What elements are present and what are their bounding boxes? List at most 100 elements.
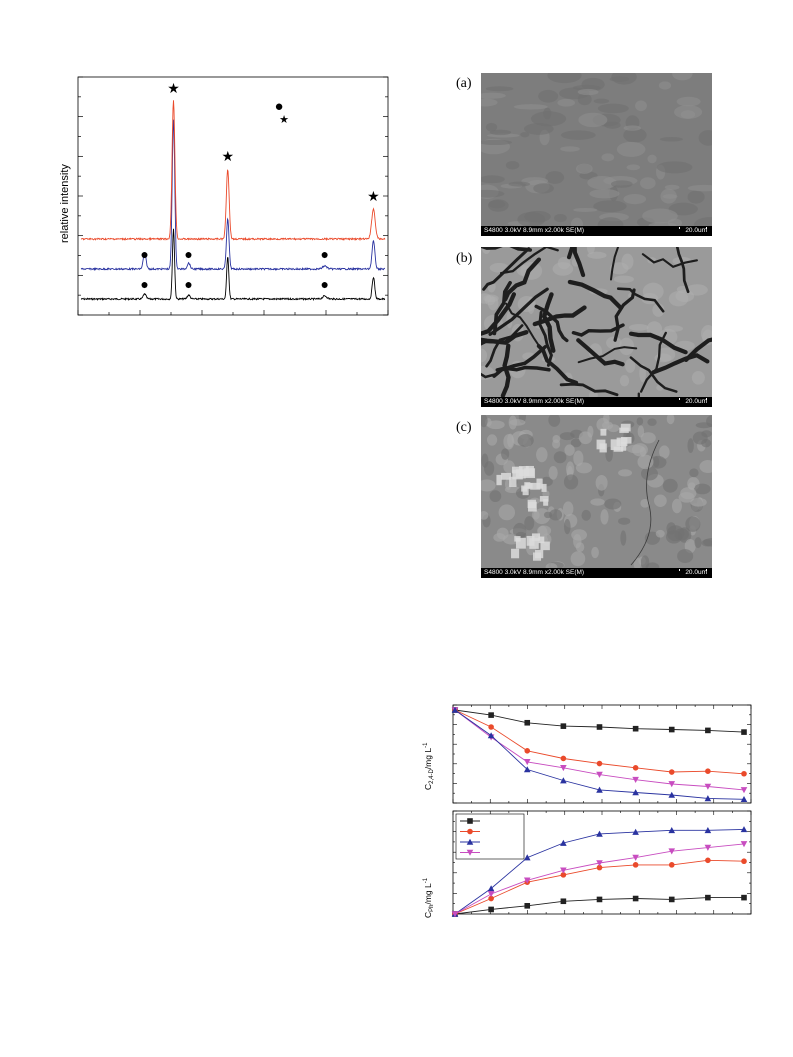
- triangle-up-marker: [632, 828, 639, 835]
- svg-text:C2,4-D/mg L-1: C2,4-D/mg L-1: [423, 742, 435, 790]
- sem-info-bar: S4800 3.0kV 8.9mm x2.00k SE(M) 20.0um: [481, 568, 712, 578]
- triangle-up-marker: [560, 777, 567, 784]
- square-marker: [524, 903, 531, 909]
- square-marker: [560, 723, 567, 729]
- xrd-ticks: [77, 76, 389, 316]
- sem-scale-text: 20.0um: [685, 227, 707, 234]
- bottom-y-label: CPh/mg L-1: [423, 877, 435, 918]
- circle-marker: [741, 770, 747, 777]
- circle-marker: [524, 748, 531, 754]
- sem-scale-bar: [679, 569, 707, 571]
- xrd-series-line: [80, 119, 385, 272]
- triangle-up-marker: [487, 732, 495, 739]
- xrd-circle-mark: ●: [321, 276, 329, 292]
- triangle-down-marker: [523, 877, 531, 884]
- circle-marker: [488, 724, 494, 730]
- xrd-circle-mark: ●: [140, 246, 148, 262]
- circle-marker: [741, 858, 747, 865]
- xrd-legend-star: ★: [279, 114, 289, 126]
- triangle-up-marker: [740, 795, 748, 803]
- sem-info-bar: S4800 3.0kV 8.9mm x2.00k SE(M) 20.0um: [481, 397, 712, 407]
- square-marker: [705, 727, 711, 734]
- triangle-down-marker: [668, 781, 676, 788]
- xrd-star-mark: ★: [167, 80, 180, 96]
- sem-scale-text: 20.0um: [685, 398, 707, 405]
- xrd-series-line: [80, 228, 386, 302]
- circle-marker: [668, 769, 675, 775]
- top-panel-series: [451, 706, 748, 803]
- xrd-frame: [77, 76, 389, 316]
- sem-info-text: S4800 3.0kV 8.9mm x2.00k SE(M): [484, 569, 585, 576]
- top-panel-frame: [452, 704, 752, 804]
- circle-marker: [560, 755, 567, 762]
- xrd-circle-mark: ●: [184, 276, 192, 292]
- triangle-up-marker: [560, 839, 567, 846]
- square-marker: [668, 726, 675, 733]
- triangle-up-marker: [668, 826, 676, 834]
- square-marker: [741, 729, 747, 735]
- bottom-panel-legend: [455, 813, 525, 860]
- circle-marker: [560, 872, 567, 878]
- square-marker: [705, 894, 711, 901]
- circle-marker: [705, 768, 711, 774]
- circle-marker: [488, 895, 494, 902]
- triangle-down-marker: [487, 891, 495, 898]
- square-marker: [668, 896, 675, 903]
- kinetics-chart: C2,4-D/mg L-1 CPh/mg L-1: [423, 704, 752, 918]
- square-marker: [560, 898, 567, 905]
- circle-marker: [467, 828, 473, 835]
- sem-scale-text: 20.0um: [685, 569, 707, 576]
- square-marker: [488, 906, 494, 913]
- square-marker: [467, 818, 473, 824]
- triangle-up-marker: [466, 838, 474, 845]
- triangle-down-marker: [740, 841, 748, 848]
- circle-marker: [596, 760, 603, 767]
- sem-scale-bar: [679, 398, 707, 400]
- circle-marker: [596, 864, 603, 871]
- triangle-down-marker: [704, 844, 712, 851]
- square-marker: [741, 894, 747, 901]
- square-marker: [632, 895, 639, 902]
- triangle-down-marker: [740, 787, 748, 794]
- square-marker: [488, 712, 494, 718]
- sem-info-text: S4800 3.0kV 8.9mm x2.00k SE(M): [484, 227, 585, 234]
- bottom-panel-series: [451, 826, 748, 918]
- triangle-up-marker: [523, 766, 531, 773]
- xrd-series-line: [80, 100, 386, 242]
- sem-panel-label: (a): [456, 76, 472, 91]
- triangle-up-marker: [704, 826, 712, 834]
- square-marker: [524, 719, 531, 726]
- sem-info-bar: S4800 3.0kV 8.9mm x2.00k SE(M) 20.0um: [481, 226, 712, 236]
- xrd-circle-mark: ●: [140, 276, 148, 292]
- sem-panel-label: (c): [456, 420, 472, 435]
- triangle-up-marker: [668, 791, 676, 798]
- xrd-y-label: relative intensity: [59, 164, 71, 243]
- triangle-down-marker: [704, 783, 712, 790]
- triangle-up-marker: [740, 826, 748, 833]
- square-marker: [596, 724, 603, 730]
- xrd-chart: ● ● ●● ● ●★★★ relative intensity ● ★: [59, 76, 389, 316]
- triangle-up-marker: [596, 830, 603, 837]
- triangle-down-marker: [560, 867, 567, 874]
- triangle-down-marker: [668, 848, 676, 855]
- xrd-star-mark: ★: [221, 148, 234, 164]
- triangle-down-marker: [596, 771, 603, 778]
- square-marker: [596, 896, 603, 903]
- triangle-down-marker: [596, 860, 603, 867]
- xrd-marks: ● ● ●● ● ●★★★: [140, 80, 379, 292]
- xrd-legend-circle: ●: [274, 98, 283, 115]
- sem-image-smooth: S4800 3.0kV 8.9mm x2.00k SE(M) 20.0um: [481, 73, 712, 236]
- sem-panel-label: (b): [456, 251, 473, 266]
- sem-scale-bar: [679, 227, 707, 229]
- series-line: [454, 709, 745, 791]
- sem-image-cracked: S4800 3.0kV 8.9mm x2.00k SE(M) 20.0um: [481, 247, 712, 407]
- square-marker: [632, 725, 639, 732]
- triangle-up-marker: [704, 795, 712, 802]
- triangle-up-marker: [596, 786, 603, 793]
- xrd-lines: [80, 100, 386, 302]
- circle-marker: [705, 857, 711, 864]
- xrd-circle-mark: ●: [321, 246, 329, 262]
- triangle-down-marker: [632, 776, 639, 783]
- triangle-up-marker: [632, 789, 639, 796]
- triangle-down-marker: [560, 765, 567, 772]
